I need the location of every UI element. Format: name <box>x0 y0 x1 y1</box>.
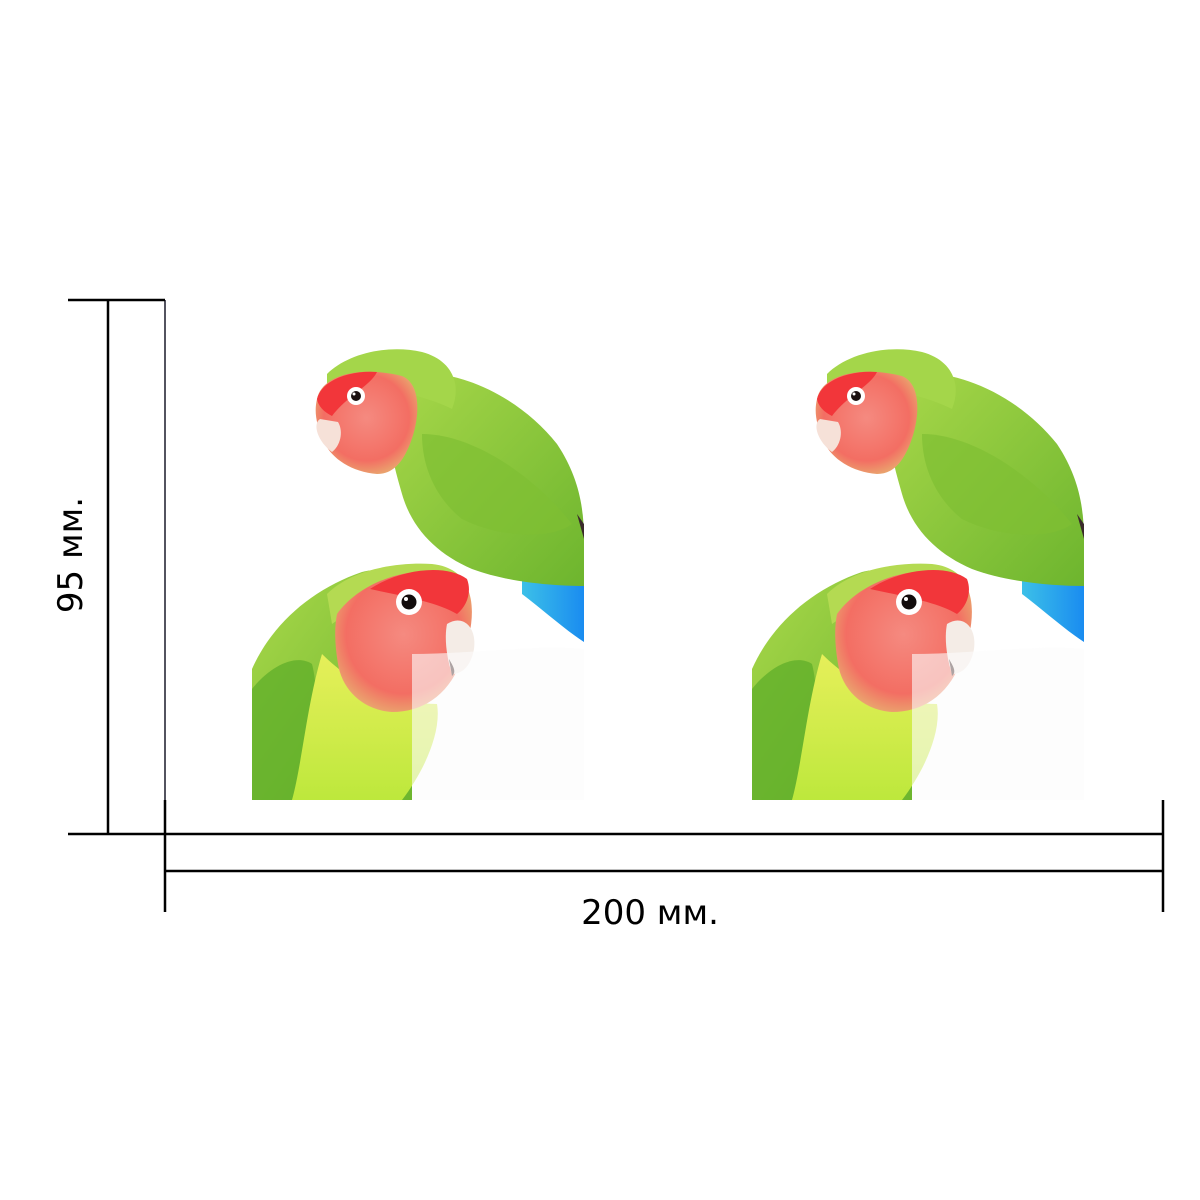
lovebird-pair-image <box>752 349 1084 800</box>
width-label: 200 мм. <box>581 893 719 933</box>
height-label: 95 мм. <box>51 497 91 613</box>
lovebird-pair-image <box>252 349 584 800</box>
height-dimension: 95 мм. <box>51 298 165 836</box>
left-panel <box>252 349 584 800</box>
width-dimension: 200 мм. <box>163 800 1165 933</box>
right-panel <box>752 349 1084 800</box>
